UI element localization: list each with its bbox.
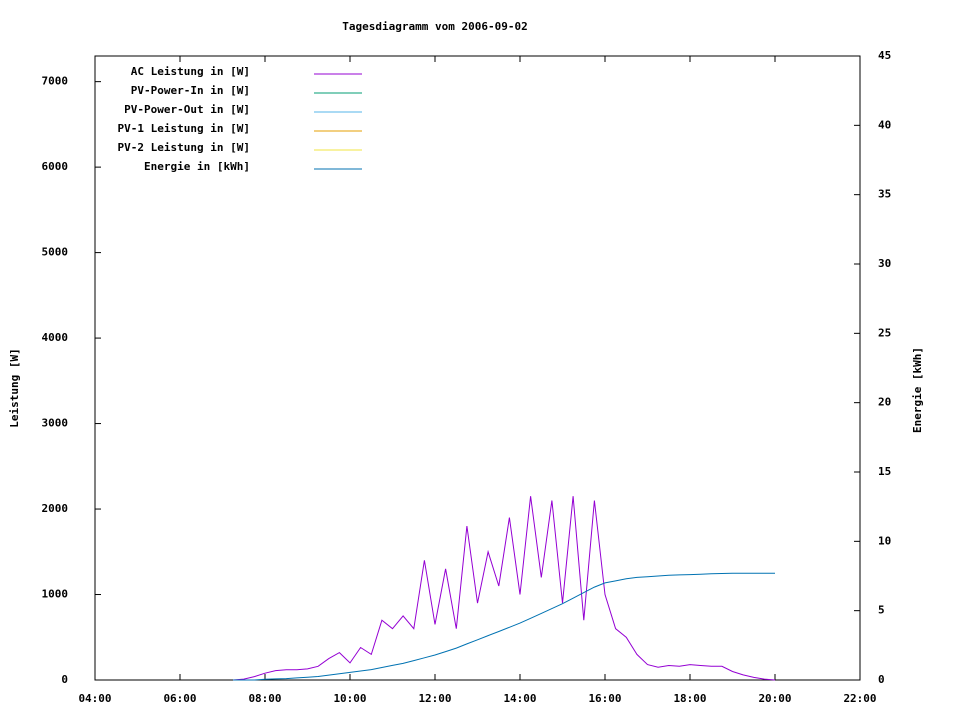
y-tick-label: 6000 (42, 160, 69, 173)
y2-tick-label: 0 (878, 673, 885, 686)
chart-title: Tagesdiagramm vom 2006-09-02 (342, 20, 527, 33)
y-axis-label: Leistung [W] (8, 348, 21, 427)
y2-axis-label: Energie [kWh] (911, 347, 924, 433)
y2-tick-label: 10 (878, 534, 891, 547)
x-tick-label: 08:00 (248, 692, 281, 705)
y2-tick-label: 5 (878, 604, 885, 617)
x-tick-label: 16:00 (588, 692, 621, 705)
y2-tick-label: 45 (878, 49, 891, 62)
legend-label: PV-2 Leistung in [W] (118, 141, 250, 154)
plot-frame (94, 55, 861, 681)
data-line (233, 572, 775, 681)
x-tick-label: 12:00 (418, 692, 451, 705)
y-tick-label: 1000 (42, 588, 69, 601)
legend-label: PV-1 Leistung in [W] (118, 122, 250, 135)
legend-label: PV-Power-Out in [W] (124, 103, 250, 116)
y-tick-label: 2000 (42, 502, 69, 515)
x-tick-label: 18:00 (673, 692, 706, 705)
x-tick-label: 10:00 (333, 692, 366, 705)
y2-tick-label: 15 (878, 465, 891, 478)
y2-tick-label: 20 (878, 396, 891, 409)
y2-tick-label: 25 (878, 326, 891, 339)
x-tick-label: 22:00 (843, 692, 876, 705)
y2-tick-label: 40 (878, 118, 891, 131)
y-tick-label: 3000 (42, 417, 69, 430)
y-tick-label: 4000 (42, 331, 69, 344)
y2-tick-label: 30 (878, 257, 891, 270)
data-line (233, 496, 776, 681)
legend-label: PV-Power-In in [W] (131, 84, 250, 97)
y-tick-label: 0 (61, 673, 68, 686)
y-tick-label: 7000 (42, 75, 69, 88)
legend-label: AC Leistung in [W] (131, 65, 250, 78)
x-tick-label: 06:00 (163, 692, 196, 705)
x-tick-label: 04:00 (78, 692, 111, 705)
y2-tick-label: 35 (878, 188, 891, 201)
y-tick-label: 5000 (42, 246, 69, 259)
legend-label: Energie in [kWh] (144, 160, 250, 173)
x-tick-label: 14:00 (503, 692, 536, 705)
x-tick-label: 20:00 (758, 692, 791, 705)
